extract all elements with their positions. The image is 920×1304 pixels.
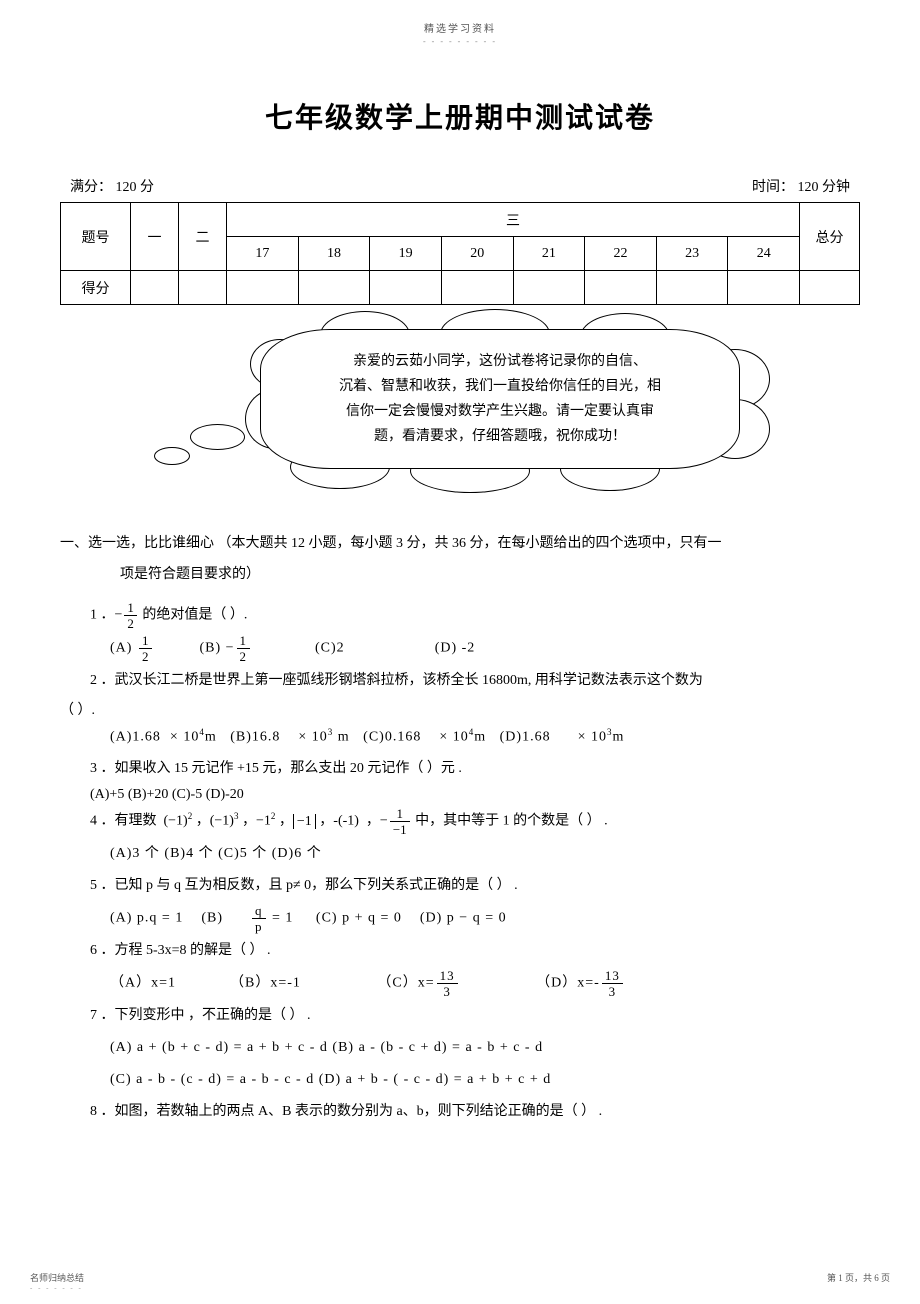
th-total: 总分: [800, 203, 860, 271]
q4: 4 ．有理数 (−1)2 ，(−1)3 ，−12 ，−1 ，-(-1) ，−1−…: [90, 807, 860, 836]
q2b: （ ）.: [60, 699, 860, 719]
q7: 7 ．下列变形中 ，不正确的是（ ） .: [90, 1002, 860, 1030]
cell: [656, 271, 728, 305]
q8: 8 ．如图，若数轴上的两点 A、B 表示的数分别为 a、b，则下列结论正确的是（…: [90, 1098, 860, 1126]
sub-20: 20: [441, 237, 513, 271]
cloud-callout: 亲爱的云茹小同学，这份试卷将记录你的自信、 沉着、智慧和收获，我们一直投给你信任…: [140, 329, 780, 489]
cell: [728, 271, 800, 305]
q2: 2 ．武汉长江二桥是世界上第一座弧线形钢塔斜拉桥，该桥全长 16800m, 用科…: [90, 667, 860, 695]
th-two: 二: [179, 203, 227, 271]
sub-19: 19: [370, 237, 442, 271]
cell: [298, 271, 370, 305]
top-dots: - - - - - - - - -: [60, 37, 860, 46]
section1-intro: 一、选一选，比比谁细心 （本大题共 12 小题，每小题 3 分，共 36 分，在…: [60, 529, 860, 591]
q4-opts: (A)3 个 (B)4 个 (C)5 个 (D)6 个: [110, 840, 860, 868]
q1-opts: (A) 12 (B) −12 (C)2 (D) -2: [110, 634, 860, 663]
th-one: 一: [131, 203, 179, 271]
sub-23: 23: [656, 237, 728, 271]
sub-21: 21: [513, 237, 585, 271]
page-title: 七年级数学上册期中测试试卷: [60, 96, 860, 136]
q1: 1 ．−12 的绝对值是（ ）.: [90, 601, 860, 630]
q3: 3 ．如果收入 15 元记作 +15 元，那么支出 20 元记作（ ）元 .: [90, 755, 860, 783]
page-footer: 名师归纳总结 - - - - - - - 第 1 页，共 6 页: [0, 1271, 920, 1292]
sub-22: 22: [585, 237, 657, 271]
q7-l2: (C) a - b - (c - d) = a - b - c - d (D) …: [110, 1066, 860, 1094]
cell: [131, 271, 179, 305]
q2-opts: (A)1.68 × 104m (B)16.8 × 103 m (C)0.168 …: [110, 723, 860, 752]
q6-opts: （A）x=1 （B）x=-1 （C）x=133 （D）x=-133: [110, 969, 860, 998]
footer-left: 名师归纳总结: [30, 1271, 84, 1284]
cloud-text: 亲爱的云茹小同学，这份试卷将记录你的自信、 沉着、智慧和收获，我们一直投给你信任…: [339, 349, 661, 450]
top-label: 精选学习资料: [60, 20, 860, 35]
footer-left-dots: - - - - - - -: [30, 1284, 84, 1292]
sub-24: 24: [728, 237, 800, 271]
row-score-label: 得分: [61, 271, 131, 305]
q7-l1: (A) a + (b + c - d) = a + b + c - d (B) …: [110, 1034, 860, 1062]
cell: [227, 271, 299, 305]
q6: 6 ．方程 5-3x=8 的解是（ ） .: [90, 937, 860, 965]
sub-17: 17: [227, 237, 299, 271]
footer-right: 第 1 页，共 6 页: [827, 1271, 890, 1292]
cell: [513, 271, 585, 305]
q5: 5 ．已知 p 与 q 互为相反数，且 p≠ 0，那么下列关系式正确的是（ ） …: [90, 872, 860, 900]
cell: [370, 271, 442, 305]
meta-left: 满分： 120 分: [70, 176, 154, 196]
score-table: 题号 一 二 三 总分 17 18 19 20 21 22 23 24 得分: [60, 202, 860, 305]
meta-right: 时间： 120 分钟: [752, 176, 850, 196]
cell: [800, 271, 860, 305]
cell: [179, 271, 227, 305]
sub-18: 18: [298, 237, 370, 271]
cell: [585, 271, 657, 305]
th-three: 三: [227, 203, 800, 237]
q3-opts: (A)+5 (B)+20 (C)-5 (D)-20: [90, 787, 860, 803]
q5-opts: (A) p.q = 1 (B) qp = 1 (C) p + q = 0 (D)…: [110, 904, 860, 933]
cell: [441, 271, 513, 305]
th-num: 题号: [61, 203, 131, 271]
